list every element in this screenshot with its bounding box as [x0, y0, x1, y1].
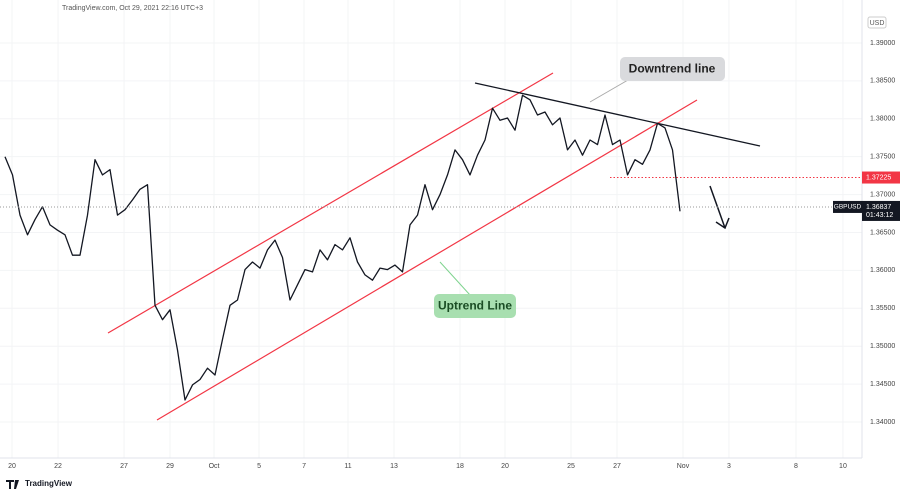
- y-tick-label: 1.36500: [870, 229, 895, 236]
- x-tick-label: 5: [257, 463, 261, 470]
- y-tick-label: 1.37500: [870, 154, 895, 161]
- x-tick-label: 3: [727, 463, 731, 470]
- x-tick-label: 22: [54, 463, 62, 470]
- y-tick-label: 1.35500: [870, 305, 895, 312]
- price-tag: [862, 200, 900, 221]
- annotation: Uptrend Line: [438, 299, 512, 313]
- footer: TradingView: [25, 479, 73, 488]
- x-tick-label: 20: [8, 463, 16, 470]
- level-tag: [862, 171, 900, 184]
- y-tick-label: 1.39000: [870, 40, 895, 47]
- x-tick-label: 10: [839, 463, 847, 470]
- callout-pointer: [439, 261, 471, 296]
- currency-box: [867, 16, 887, 29]
- y-tick-label: 1.38500: [870, 78, 895, 85]
- symbol-label: GBPUSD: [834, 204, 862, 211]
- x-tick-label: 11: [344, 463, 351, 470]
- x-tick-label: 27: [613, 463, 621, 470]
- header: TradingView.com, Oct 29, 2021 22:16 UTC+…: [62, 5, 203, 12]
- y-tick-label: 1.36000: [870, 267, 895, 274]
- callout-pointer: [589, 79, 629, 103]
- y-tick-label: 1.34000: [870, 419, 895, 426]
- annotation-box: [434, 294, 516, 318]
- x-tick-label: Nov: [677, 463, 690, 470]
- logo: [6, 480, 19, 489]
- x-tick-label: 8: [794, 463, 798, 470]
- countdown: 01:43:12: [866, 212, 893, 219]
- x-tick-label: 13: [390, 463, 398, 470]
- x-tick-label: 20: [501, 463, 509, 470]
- x-tick-label: Oct: [209, 463, 220, 470]
- currency: USD: [870, 20, 885, 27]
- grid: [0, 0, 862, 458]
- annotation: Downtrend line: [629, 62, 716, 76]
- y-tick-label: 1.35000: [870, 343, 895, 350]
- channel-lower: [156, 99, 698, 421]
- x-tick-label: 29: [166, 463, 174, 470]
- x-tick-label: 7: [302, 463, 306, 470]
- price-line: [4, 94, 681, 401]
- symbol-tag: [833, 200, 862, 213]
- x-tick-label: 27: [120, 463, 128, 470]
- channel-upper: [107, 72, 554, 334]
- x-tick-label: 18: [456, 463, 464, 470]
- y-tick-label: 1.37000: [870, 191, 895, 198]
- y-tick-label: 1.34500: [870, 381, 895, 388]
- downtrend-line: [474, 82, 761, 147]
- level-label: 1.37225: [866, 174, 891, 181]
- y-tick-label: 1.38000: [870, 116, 895, 123]
- price-label: 1.36837: [866, 204, 891, 211]
- x-tick-label: 25: [567, 463, 575, 470]
- annotation-box: [620, 57, 725, 81]
